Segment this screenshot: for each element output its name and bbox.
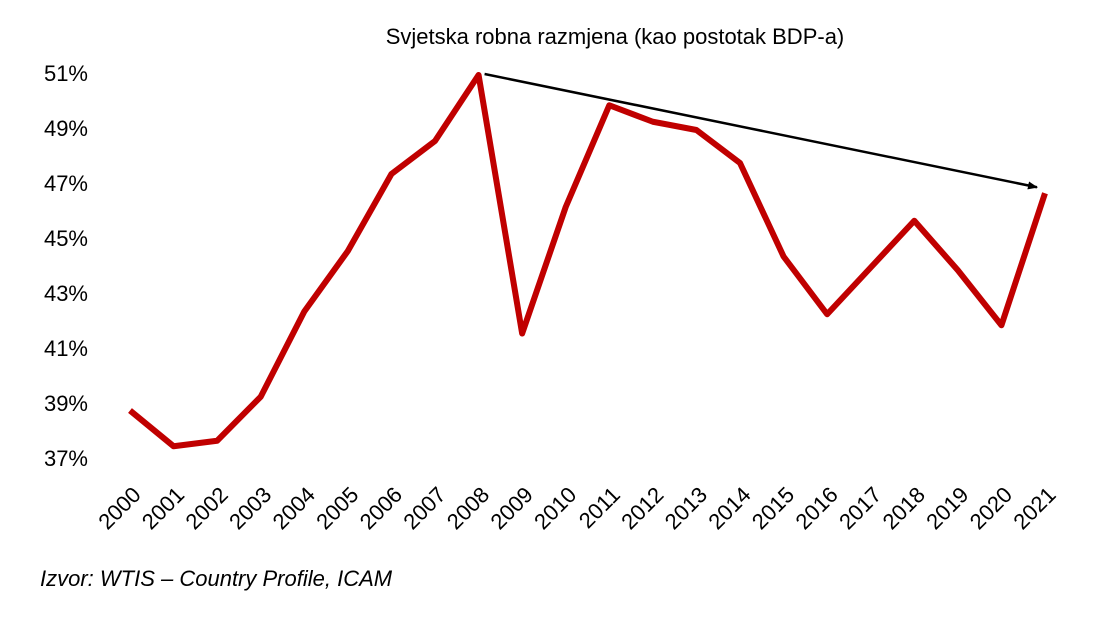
x-tick-label: 2017 [834,482,886,534]
y-tick-label: 41% [44,336,88,361]
y-tick-label: 37% [44,446,88,471]
x-tick-label: 2007 [398,482,450,534]
x-tick-label: 2000 [93,482,145,534]
chart-title: Svjetska robna razmjena (kao postotak BD… [386,24,845,49]
source-note: Izvor: WTIS – Country Profile, ICAM [40,566,393,591]
y-tick-label: 45% [44,226,88,251]
x-tick-label: 2002 [180,482,232,534]
trend-arrow [484,72,1038,190]
x-tick-label: 2009 [485,482,537,534]
y-tick-label: 51% [44,61,88,86]
x-tick-label: 2011 [574,482,625,533]
x-tick-label: 2003 [224,482,276,534]
x-tick-label: 2008 [442,482,494,534]
x-tick-label: 2004 [268,482,320,534]
x-tick-label: 2018 [878,482,930,534]
x-tick-label: 2020 [965,482,1017,534]
x-tick-label: 2015 [747,482,799,534]
x-tick-label: 2010 [529,482,581,534]
x-tick-label: 2012 [616,482,668,534]
x-tick-label: 2013 [660,482,712,534]
y-tick-label: 39% [44,391,88,416]
x-tick-label: 2005 [311,482,363,534]
x-tick-label: 2014 [703,482,755,534]
y-tick-label: 43% [44,281,88,306]
x-tick-label: 2019 [921,482,973,534]
x-tick-label: 2016 [790,482,842,534]
x-tick-label: 2006 [355,482,407,534]
x-tick-label: 2021 [1008,482,1060,534]
x-tick-label: 2001 [137,482,189,534]
y-tick-label: 49% [44,116,88,141]
y-tick-label: 47% [44,171,88,196]
data-line [128,72,1048,450]
